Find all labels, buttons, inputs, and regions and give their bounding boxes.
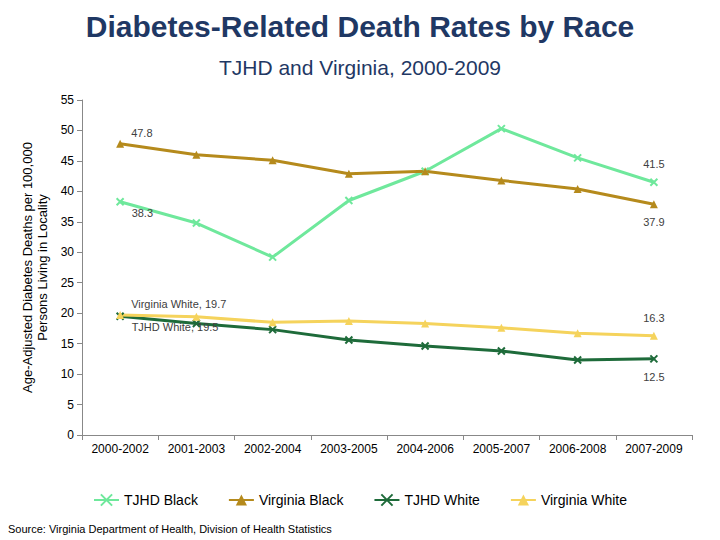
svg-text:10: 10: [61, 367, 75, 381]
svg-text:Persons Living in Locality: Persons Living in Locality: [35, 194, 50, 341]
svg-text:2006-2008: 2006-2008: [549, 442, 607, 456]
svg-text:25: 25: [61, 276, 75, 290]
svg-text:15: 15: [61, 337, 75, 351]
svg-text:Source: Virginia Department of: Source: Virginia Department of Health, D…: [8, 523, 332, 535]
svg-text:Virginia White: Virginia White: [541, 492, 627, 508]
svg-text:50: 50: [61, 123, 75, 137]
svg-text:37.9: 37.9: [643, 216, 664, 228]
svg-text:Diabetes-Related Death Rates b: Diabetes-Related Death Rates by Race: [86, 10, 635, 43]
svg-text:41.5: 41.5: [643, 158, 664, 170]
svg-text:2005-2007: 2005-2007: [473, 442, 531, 456]
svg-text:16.3: 16.3: [643, 312, 664, 324]
svg-text:Virginia Black: Virginia Black: [259, 492, 345, 508]
svg-text:2002-2004: 2002-2004: [244, 442, 302, 456]
svg-text:2001-2003: 2001-2003: [168, 442, 226, 456]
svg-text:TJHD White: TJHD White: [404, 492, 480, 508]
svg-text:2003-2005: 2003-2005: [320, 442, 378, 456]
svg-text:45: 45: [61, 154, 75, 168]
svg-text:5: 5: [67, 398, 74, 412]
svg-text:TJHD White, 19.5: TJHD White, 19.5: [132, 321, 219, 333]
svg-text:12.5: 12.5: [643, 371, 664, 383]
svg-text:2004-2006: 2004-2006: [396, 442, 454, 456]
svg-text:2000-2002: 2000-2002: [91, 442, 149, 456]
svg-text:TJHD and Virginia, 2000-2009: TJHD and Virginia, 2000-2009: [219, 56, 501, 79]
svg-text:20: 20: [61, 306, 75, 320]
svg-text:2007-2009: 2007-2009: [625, 442, 683, 456]
svg-text:0: 0: [67, 428, 74, 442]
svg-text:55: 55: [61, 93, 75, 107]
svg-text:TJHD Black: TJHD Black: [124, 492, 199, 508]
svg-text:30: 30: [61, 245, 75, 259]
svg-text:35: 35: [61, 215, 75, 229]
svg-text:Virginia White, 19.7: Virginia White, 19.7: [131, 298, 226, 310]
svg-text:40: 40: [61, 184, 75, 198]
svg-text:47.8: 47.8: [131, 127, 152, 139]
svg-text:Age-Adjusted Diabetes Deaths p: Age-Adjusted Diabetes Deaths per 100,000: [20, 142, 35, 393]
svg-text:38.3: 38.3: [132, 207, 153, 219]
